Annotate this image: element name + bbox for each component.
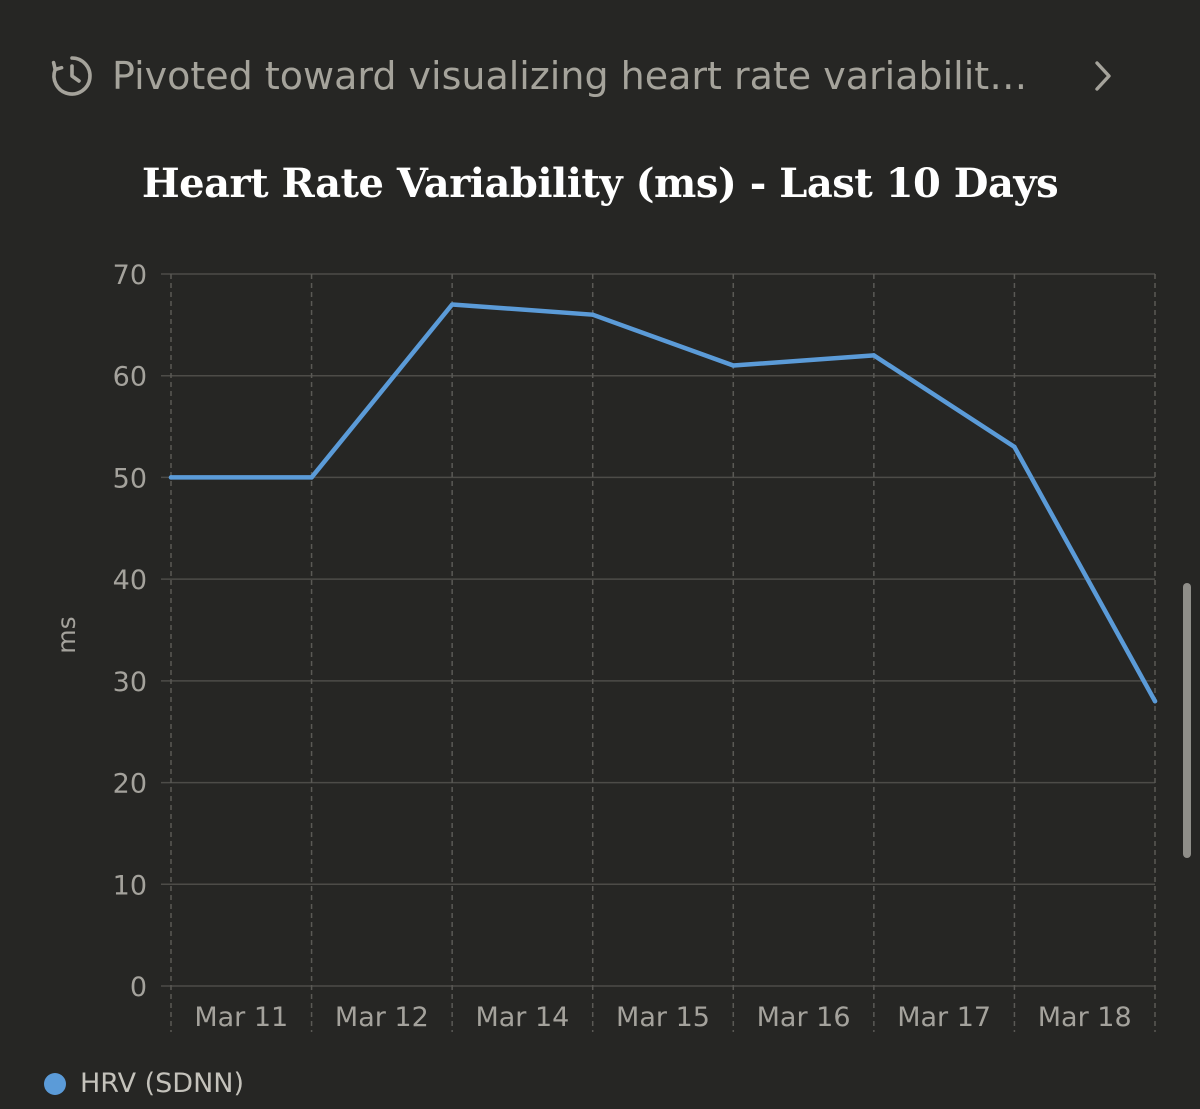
y-tick-label: 0 — [130, 972, 147, 1003]
y-tick-label: 20 — [113, 769, 147, 800]
x-tick-label: Mar 17 — [897, 1002, 991, 1033]
clock-history-icon — [51, 56, 92, 96]
data-point — [1152, 699, 1158, 704]
x-tick-label: Mar 16 — [757, 1002, 851, 1033]
thinking-summary-toggle[interactable]: Pivoted toward visualizing heart rate va… — [48, 48, 1118, 104]
y-tick-label: 60 — [113, 362, 147, 393]
data-point — [168, 475, 174, 480]
y-tick-label: 70 — [113, 260, 147, 291]
chart-title: Heart Rate Variability (ms) - Last 10 Da… — [141, 160, 1059, 207]
scrollbar-thumb[interactable] — [1183, 583, 1191, 858]
y-tick-label: 40 — [113, 565, 147, 596]
data-point — [309, 475, 314, 480]
x-tick-label: Mar 15 — [616, 1002, 710, 1033]
y-tick-label: 50 — [113, 463, 147, 494]
x-tick-label: Mar 11 — [194, 1002, 288, 1033]
data-point — [449, 302, 455, 307]
y-axis-label: ms — [52, 616, 81, 653]
series-line-hrv — [168, 302, 1158, 704]
y-tick-label: 10 — [113, 870, 147, 901]
data-point — [871, 353, 877, 358]
chevron-right-icon — [1095, 61, 1111, 91]
x-tick-label: Mar 18 — [1038, 1002, 1132, 1033]
x-tick-label: Mar 12 — [335, 1002, 429, 1033]
chart-legend: HRV (SDNN) — [44, 1068, 244, 1099]
x-tick-label: Mar 14 — [475, 1002, 569, 1033]
legend-label-hrv: HRV (SDNN) — [80, 1068, 245, 1099]
data-point — [590, 312, 595, 317]
data-point — [1012, 444, 1017, 450]
y-tick-label: 30 — [113, 667, 147, 698]
data-point — [731, 363, 736, 368]
legend-swatch — [44, 1072, 66, 1095]
